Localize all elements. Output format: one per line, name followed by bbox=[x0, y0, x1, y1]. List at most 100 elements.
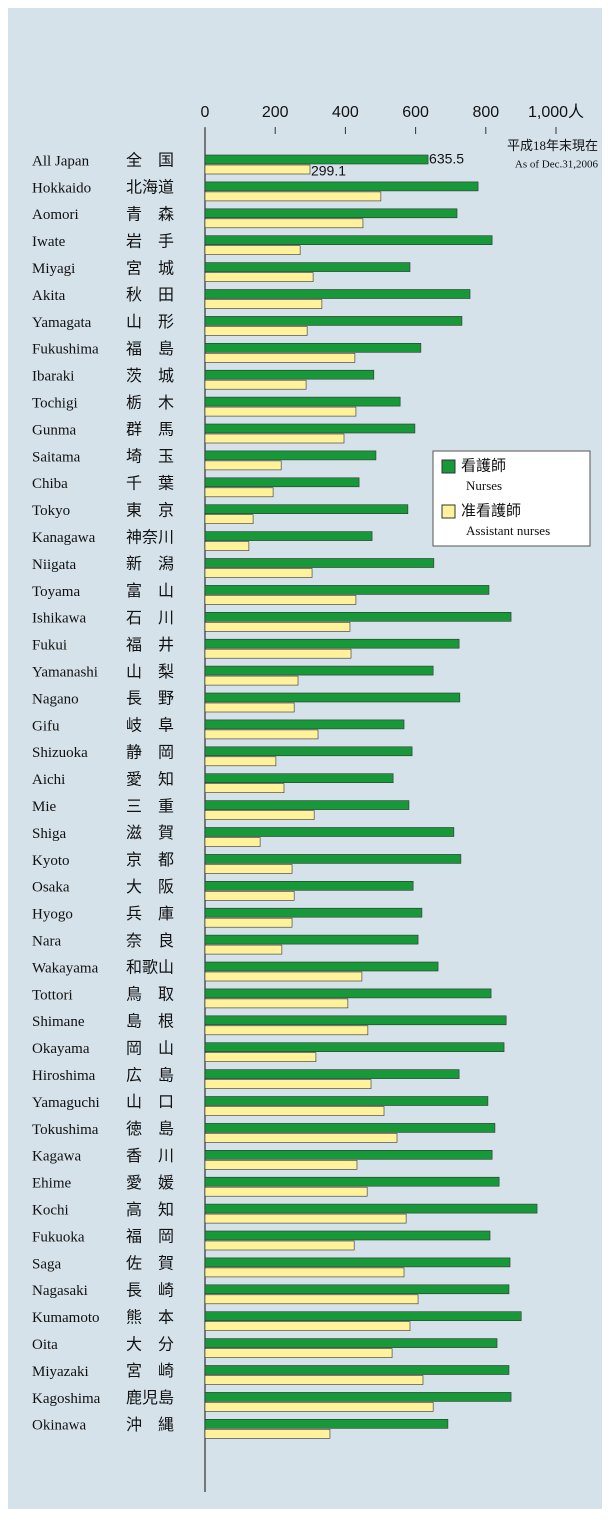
bar bbox=[204, 487, 274, 498]
bar bbox=[204, 326, 308, 336]
category-label-ja: 埼 玉 bbox=[126, 448, 174, 466]
category-label-ja: 福 岡 bbox=[126, 1228, 174, 1246]
bar bbox=[204, 558, 435, 568]
bar bbox=[204, 460, 282, 471]
category-label-ja: 長 崎 bbox=[126, 1281, 174, 1299]
category-label-ja: 長 野 bbox=[126, 690, 174, 708]
category-label-ja: 群 馬 bbox=[126, 421, 174, 439]
note-en: As of Dec.31,2006 bbox=[515, 159, 599, 171]
category-label-ja: 静 岡 bbox=[126, 743, 174, 761]
category-label: Kagoshima bbox=[32, 1391, 101, 1407]
bar bbox=[204, 944, 283, 955]
category-label-ja: 滋 賀 bbox=[126, 824, 174, 842]
bar bbox=[204, 1106, 385, 1116]
category-label-ja: 兵 庫 bbox=[126, 905, 174, 923]
legend-swatch bbox=[441, 459, 456, 474]
category-label-ja: 神奈川 bbox=[126, 528, 174, 546]
legend-label: 准看護師 bbox=[461, 502, 521, 519]
category-label: Gifu bbox=[32, 718, 60, 734]
bar bbox=[204, 531, 373, 541]
bar bbox=[204, 729, 319, 740]
bar bbox=[204, 423, 416, 434]
category-label-ja: 青 森 bbox=[126, 205, 174, 223]
category-label-ja: 愛 知 bbox=[126, 770, 174, 788]
bar bbox=[204, 810, 315, 820]
category-label-ja: 茨 城 bbox=[126, 367, 174, 385]
bar bbox=[204, 1321, 411, 1331]
category-label-ja: 大 分 bbox=[126, 1335, 174, 1353]
bar bbox=[204, 675, 299, 686]
category-label: Akita bbox=[32, 288, 66, 304]
bar bbox=[204, 245, 301, 255]
bar bbox=[204, 800, 410, 810]
bar bbox=[204, 450, 377, 461]
legend-box bbox=[432, 450, 591, 547]
bar bbox=[204, 1257, 511, 1268]
bar bbox=[204, 692, 461, 703]
bar bbox=[204, 917, 293, 928]
category-label: Mie bbox=[32, 799, 57, 815]
category-label-ja: 福 島 bbox=[126, 340, 174, 358]
bar bbox=[204, 1203, 538, 1214]
bar bbox=[204, 1429, 331, 1439]
bar bbox=[204, 1284, 510, 1295]
category-label: Nagano bbox=[32, 691, 79, 707]
bar bbox=[204, 1052, 317, 1062]
bar bbox=[204, 342, 422, 353]
bar bbox=[204, 665, 434, 676]
category-label: Tokushima bbox=[32, 1122, 99, 1138]
bar bbox=[204, 181, 479, 192]
category-label-ja: 宮 城 bbox=[126, 259, 174, 277]
note-ja: 平成18年末現在 bbox=[507, 138, 598, 153]
category-label-ja: 東 京 bbox=[126, 501, 174, 519]
category-label-ja: 徳 島 bbox=[126, 1120, 174, 1138]
category-label-ja: 栃 木 bbox=[126, 394, 174, 412]
bar bbox=[204, 262, 411, 272]
bar bbox=[204, 746, 413, 757]
category-label-ja: 秋 田 bbox=[126, 286, 174, 304]
category-label: Ibaraki bbox=[32, 369, 74, 385]
bar bbox=[204, 235, 493, 245]
bar bbox=[204, 316, 463, 326]
bar bbox=[204, 998, 349, 1009]
bar bbox=[204, 827, 455, 837]
bar bbox=[204, 568, 313, 578]
category-label-ja: 福 井 bbox=[126, 636, 174, 654]
bar bbox=[204, 1042, 505, 1052]
category-label-ja: 山 形 bbox=[126, 313, 174, 331]
category-label-ja: 新 潟 bbox=[126, 555, 174, 573]
category-label: Kochi bbox=[32, 1203, 69, 1219]
category-label-ja: 三 重 bbox=[126, 797, 174, 815]
category-label-ja: 香 川 bbox=[126, 1147, 174, 1165]
bar bbox=[204, 272, 314, 282]
bar bbox=[204, 541, 250, 551]
bar bbox=[204, 971, 363, 982]
category-label: Okayama bbox=[32, 1041, 90, 1057]
bar bbox=[204, 1402, 434, 1412]
category-label-ja: 佐 賀 bbox=[126, 1255, 174, 1273]
category-label-ja: 島 根 bbox=[126, 1012, 174, 1030]
category-label-ja: 全 国 bbox=[126, 152, 174, 170]
category-label: Toyama bbox=[32, 584, 80, 600]
category-label: Oita bbox=[32, 1337, 58, 1353]
category-label: Shizuoka bbox=[32, 745, 88, 761]
category-label: Gunma bbox=[32, 422, 77, 438]
category-label-ja: 奈 良 bbox=[126, 932, 174, 950]
category-label-ja: 北海道 bbox=[126, 179, 174, 197]
bar bbox=[204, 379, 307, 390]
category-label: Chiba bbox=[32, 476, 68, 492]
x-tick-label: 800 bbox=[472, 104, 499, 121]
category-label: Hokkaido bbox=[32, 180, 91, 196]
bar bbox=[204, 299, 323, 309]
category-label: Nara bbox=[32, 934, 61, 950]
category-label: Tottori bbox=[32, 987, 73, 1003]
category-label-ja: 千 葉 bbox=[126, 474, 174, 492]
category-label: Miyazaki bbox=[32, 1364, 89, 1380]
category-label: Kyoto bbox=[32, 853, 70, 869]
bar bbox=[204, 621, 351, 632]
category-label: Iwate bbox=[32, 234, 66, 250]
category-label: Aomori bbox=[32, 207, 79, 223]
category-label-ja: 熊 本 bbox=[126, 1308, 174, 1326]
category-label: Miyagi bbox=[32, 261, 75, 277]
